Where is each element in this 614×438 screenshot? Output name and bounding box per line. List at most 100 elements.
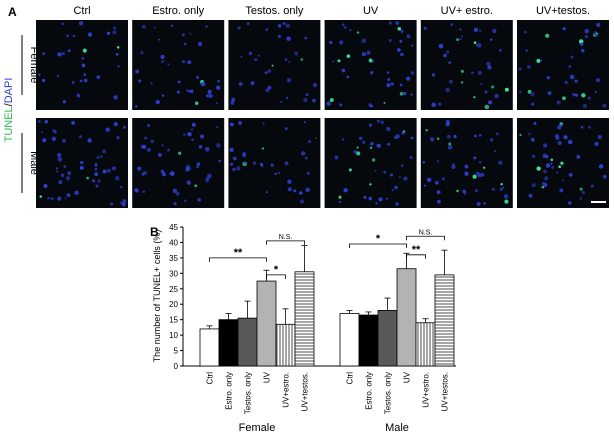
nucleus xyxy=(527,89,532,94)
nucleus xyxy=(400,52,404,57)
nucleus xyxy=(116,46,120,49)
nucleus xyxy=(146,123,151,128)
nucleus xyxy=(312,98,316,103)
nucleus xyxy=(334,155,339,160)
nucleus xyxy=(353,150,358,154)
nucleus xyxy=(115,175,120,181)
nucleus xyxy=(386,126,391,132)
nucleus xyxy=(102,169,107,174)
nucleus xyxy=(460,69,464,73)
nucleus xyxy=(170,24,174,28)
nucleus xyxy=(78,135,83,139)
nucleus xyxy=(479,160,482,164)
significance-bracket xyxy=(266,274,286,279)
row-label: Male xyxy=(28,151,40,175)
nucleus xyxy=(446,122,450,126)
nucleus xyxy=(314,137,317,140)
nucleus xyxy=(157,153,162,158)
nucleus xyxy=(257,54,260,57)
nucleus xyxy=(80,160,84,165)
nucleus xyxy=(57,157,63,162)
nucleus xyxy=(531,102,535,106)
nucleus xyxy=(498,48,502,52)
nucleus xyxy=(300,58,304,61)
nucleus xyxy=(562,96,566,101)
nucleus xyxy=(37,119,41,124)
nucleus xyxy=(541,185,545,189)
row-label: Female xyxy=(28,47,40,84)
significance-label: N.S. xyxy=(419,229,433,236)
nucleus xyxy=(230,101,235,105)
nucleus xyxy=(285,23,290,28)
nucleus xyxy=(369,146,373,149)
nucleus xyxy=(368,103,373,107)
x-tick-label: Testos. only xyxy=(384,372,393,414)
nucleus xyxy=(183,42,187,46)
nucleus xyxy=(67,171,72,176)
nucleus xyxy=(113,121,118,127)
nucleus xyxy=(277,34,282,38)
nucleus xyxy=(155,99,160,105)
nucleus xyxy=(542,182,545,185)
group-label: Male xyxy=(385,422,409,434)
stain-separator: / xyxy=(3,102,15,106)
nucleus xyxy=(544,176,549,181)
nucleus xyxy=(170,171,175,176)
bar xyxy=(358,314,379,367)
nucleus xyxy=(264,71,268,75)
nucleus xyxy=(472,174,477,179)
nucleus xyxy=(144,136,148,140)
nucleus xyxy=(150,82,153,85)
nucleus xyxy=(464,171,469,176)
y-tick-label: 35 xyxy=(169,254,178,263)
nucleus xyxy=(284,127,288,131)
nucleus xyxy=(479,29,482,32)
nucleus xyxy=(94,163,98,167)
nucleus xyxy=(341,138,345,141)
nucleus xyxy=(594,33,598,37)
nucleus xyxy=(161,144,164,147)
nucleus xyxy=(96,75,100,79)
micrograph xyxy=(420,20,513,110)
nucleus xyxy=(197,198,201,202)
nucleus xyxy=(370,70,374,75)
nucleus xyxy=(190,128,194,131)
stain-label: TUNEL/DAPI xyxy=(3,78,15,143)
y-tick-label: 10 xyxy=(169,331,178,340)
nucleus xyxy=(185,89,189,92)
y-tick-label: 15 xyxy=(169,316,178,325)
nucleus xyxy=(473,41,477,44)
nucleus xyxy=(57,196,62,201)
nucleus xyxy=(594,90,597,94)
x-tick-label: Testos. only xyxy=(244,372,253,414)
nucleus xyxy=(461,35,464,38)
y-tick-label: 20 xyxy=(169,300,178,309)
nucleus xyxy=(486,61,491,66)
nucleus xyxy=(229,147,234,153)
nucleus xyxy=(140,51,144,55)
nucleus xyxy=(582,103,588,109)
nucleus xyxy=(160,54,165,59)
nucleus xyxy=(134,188,139,193)
nucleus xyxy=(44,120,49,124)
nucleus xyxy=(61,52,65,56)
dapi-label: DAPI xyxy=(3,78,15,104)
nucleus xyxy=(91,179,96,183)
nucleus xyxy=(473,96,476,99)
nucleus xyxy=(142,190,146,193)
nucleus xyxy=(378,197,383,202)
nucleus xyxy=(438,43,444,49)
y-tick-label: 0 xyxy=(174,362,179,371)
nucleus xyxy=(265,88,270,93)
nucleus xyxy=(67,49,71,53)
nucleus xyxy=(478,133,482,137)
nucleus xyxy=(597,134,602,140)
nucleus xyxy=(177,80,181,84)
nucleus xyxy=(134,105,138,108)
bar xyxy=(275,323,296,367)
nucleus xyxy=(178,151,182,155)
nucleus xyxy=(459,28,462,31)
nucleus xyxy=(546,75,551,80)
bar xyxy=(237,317,258,367)
nucleus xyxy=(95,184,99,188)
